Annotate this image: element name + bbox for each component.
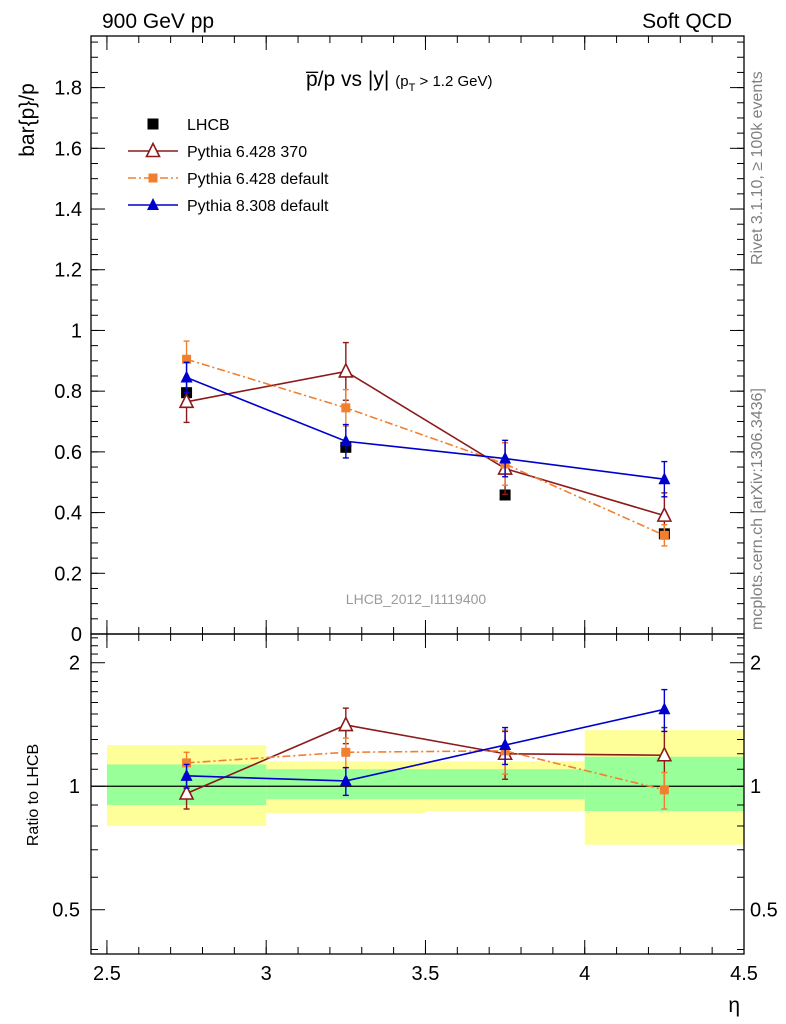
- y-tick-label: 0.8: [54, 381, 82, 403]
- marker-triangle-filled: [499, 738, 512, 751]
- mcplots-label: mcplots.cern.ch [arXiv:1306.3436]: [749, 388, 766, 630]
- y-axis-label: bar{p}/p: [16, 83, 39, 157]
- marker-triangle-filled: [339, 434, 352, 447]
- y-tick-label: 1.6: [54, 138, 82, 160]
- legend-label: Pythia 8.308 default: [187, 198, 329, 215]
- x-tick-label: 4.5: [730, 963, 758, 985]
- analysis-id: LHCB_2012_I1119400: [346, 591, 487, 607]
- marker-square: [182, 758, 192, 768]
- x-tick-label: 3.5: [412, 963, 440, 985]
- x-axis-label: η: [728, 994, 740, 1017]
- y-tick-label: 1.4: [54, 199, 82, 221]
- header-right: Soft QCD: [642, 10, 732, 33]
- rivet-label: Rivet 3.1.10, ≥ 100k events: [749, 71, 766, 265]
- marker-square: [659, 785, 669, 795]
- marker-square: [659, 530, 669, 540]
- marker-triangle-open: [338, 715, 354, 732]
- ratio-tick-label-right: 2: [750, 653, 761, 675]
- ratio-frame: [90, 633, 745, 955]
- legend-label: Pythia 6.428 370: [187, 144, 307, 161]
- marker-triangle-filled: [499, 451, 512, 464]
- x-tick-label: 3: [261, 963, 272, 985]
- y-tick-label: 1.2: [54, 260, 82, 282]
- header-left: 900 GeV pp: [102, 10, 214, 33]
- marker-triangle-filled: [339, 773, 352, 786]
- marker-square: [148, 173, 158, 183]
- legend-label: Pythia 6.428 default: [187, 171, 329, 188]
- axes: 2.5 3 3.5 4 4.5 0 0.2 0.4 0.6 0.8 1 1.2 1.4 1.6 1.8 0.5…: [52, 35, 778, 985]
- y-tick-label: 0.4: [54, 503, 82, 525]
- legend: LHCB Pythia 6.428 370 Pythia 6.428 default…: [128, 117, 329, 215]
- ratio-tick-label-left: 0.5: [52, 900, 80, 922]
- x-tick-label: 4: [579, 963, 590, 985]
- y-tick-label: 1: [71, 320, 82, 342]
- ratio-tick-label-right: 0.5: [750, 900, 778, 922]
- ratio-series-2-line: [186, 750, 665, 791]
- ratio-series-1-line: [186, 724, 665, 795]
- ratio-tick-label-left: 1: [69, 776, 80, 798]
- plot-title: p̅/p vs |y| (pT > 1.2 GeV): [305, 68, 492, 94]
- y-tick-label: 0.2: [54, 563, 82, 585]
- marker-triangle-filled: [658, 702, 671, 715]
- title-cut-sub: T: [409, 82, 416, 94]
- marker-square: [341, 747, 351, 757]
- marker-square: [147, 118, 159, 130]
- marker-square: [341, 403, 351, 413]
- y-tick-label: 0: [71, 624, 82, 646]
- legend-label: LHCB: [187, 117, 230, 134]
- marker-triangle-open: [178, 784, 195, 800]
- ratio-axis-label: Ratio to LHCB: [25, 744, 42, 846]
- marker-triangle-filled: [180, 370, 193, 383]
- title-cut-rest: > 1.2 GeV): [415, 73, 492, 90]
- ratio-series: [178, 688, 673, 810]
- title-main: p̅/p vs |y|: [305, 68, 389, 91]
- marker-triangle-filled: [658, 472, 671, 485]
- marker-triangle-filled: [147, 198, 159, 210]
- marker-triangle-open: [656, 506, 673, 522]
- ratio-series-3-line: [186, 708, 665, 782]
- main-series: [178, 340, 673, 547]
- marker-triangle-filled: [180, 768, 193, 781]
- x-tick-label: 2.5: [93, 963, 121, 985]
- marker-triangle-open: [145, 141, 161, 158]
- marker-triangle-open: [656, 745, 673, 762]
- series-2-line: [186, 358, 665, 537]
- y-tick-label: 1.8: [54, 78, 82, 100]
- title-cut: (p: [395, 73, 408, 90]
- series-3-line: [186, 376, 665, 480]
- ratio-tick-label-right: 1: [750, 776, 761, 798]
- ratio-tick-label-left: 2: [69, 653, 80, 675]
- y-tick-label: 0.6: [54, 442, 82, 464]
- series-1-line: [186, 370, 665, 517]
- marker-square: [182, 354, 192, 364]
- marker-triangle-open: [178, 392, 195, 409]
- marker-triangle-open: [338, 362, 354, 378]
